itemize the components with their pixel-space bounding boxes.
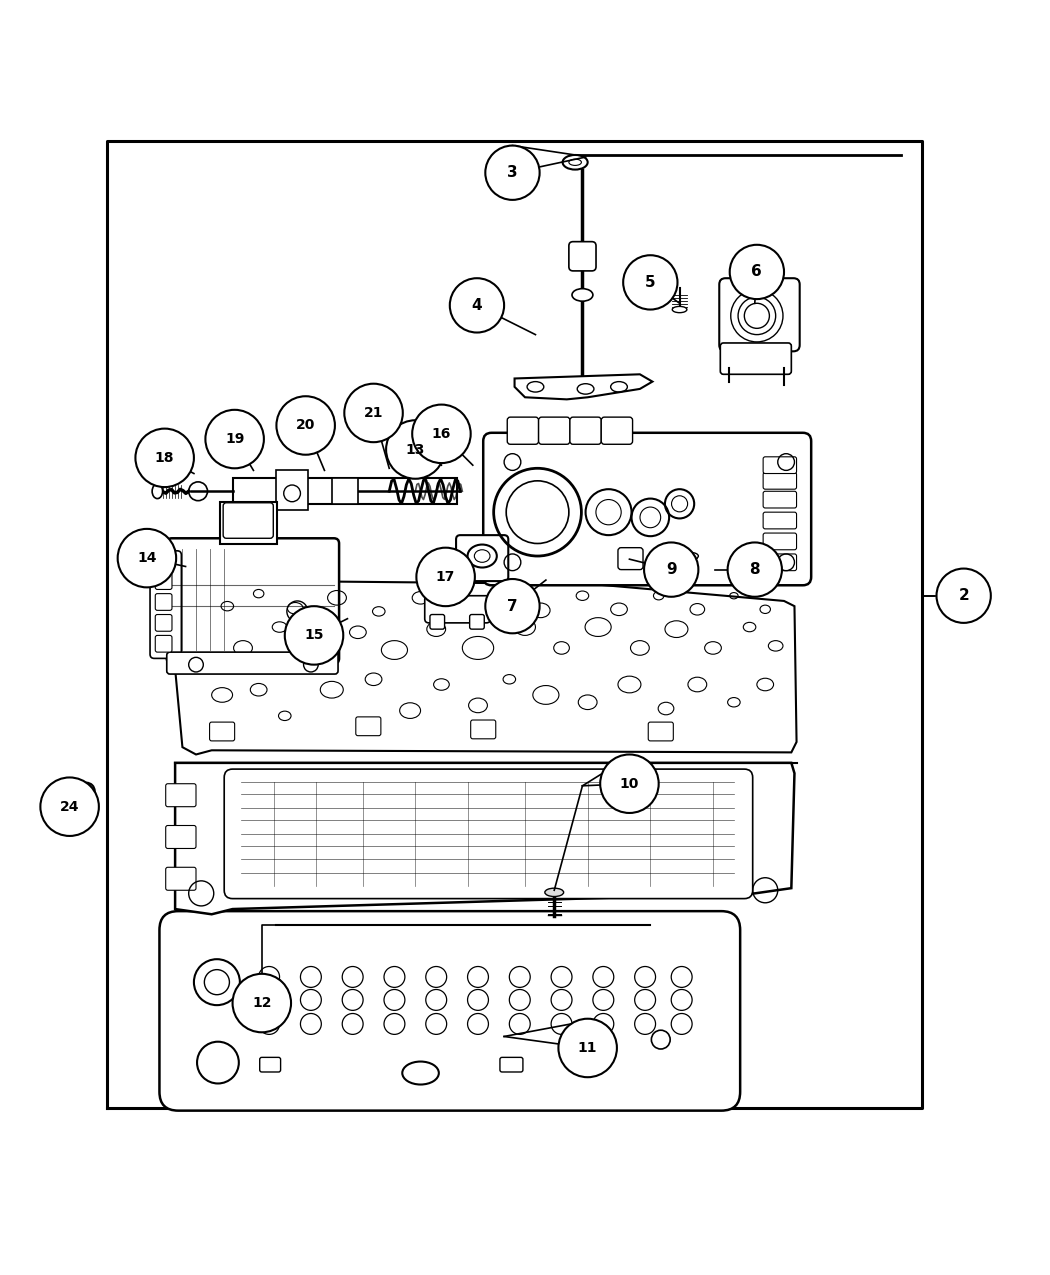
FancyBboxPatch shape: [166, 867, 196, 890]
Circle shape: [285, 606, 343, 664]
FancyBboxPatch shape: [155, 572, 172, 589]
Circle shape: [206, 409, 264, 468]
Text: 14: 14: [138, 551, 156, 565]
Circle shape: [417, 548, 475, 606]
Text: 7: 7: [507, 599, 518, 613]
FancyBboxPatch shape: [483, 432, 812, 585]
Circle shape: [413, 404, 470, 463]
Ellipse shape: [681, 552, 698, 560]
FancyBboxPatch shape: [618, 548, 643, 570]
Text: 10: 10: [620, 776, 639, 790]
Circle shape: [624, 255, 677, 310]
Text: 21: 21: [363, 405, 383, 419]
Text: 18: 18: [155, 451, 174, 465]
FancyBboxPatch shape: [167, 652, 338, 674]
Text: 6: 6: [752, 264, 762, 279]
Text: 15: 15: [304, 629, 323, 643]
FancyBboxPatch shape: [356, 717, 381, 736]
Circle shape: [276, 397, 335, 455]
FancyBboxPatch shape: [425, 595, 490, 623]
Text: 12: 12: [252, 996, 272, 1010]
FancyBboxPatch shape: [469, 615, 484, 629]
Text: 5: 5: [645, 275, 655, 289]
FancyBboxPatch shape: [155, 615, 172, 631]
Text: 17: 17: [436, 570, 456, 584]
Circle shape: [344, 384, 403, 442]
FancyBboxPatch shape: [470, 720, 496, 738]
Ellipse shape: [449, 578, 464, 584]
Circle shape: [937, 569, 991, 623]
Circle shape: [386, 421, 444, 478]
Circle shape: [730, 245, 784, 300]
FancyBboxPatch shape: [763, 456, 797, 473]
FancyBboxPatch shape: [602, 417, 632, 444]
FancyBboxPatch shape: [155, 635, 172, 652]
Text: 4: 4: [471, 298, 482, 312]
Text: 2: 2: [959, 588, 969, 603]
Circle shape: [644, 542, 698, 597]
Ellipse shape: [152, 484, 163, 499]
Ellipse shape: [545, 889, 564, 896]
FancyBboxPatch shape: [259, 1057, 280, 1072]
Circle shape: [449, 278, 504, 333]
FancyBboxPatch shape: [720, 343, 792, 375]
FancyBboxPatch shape: [166, 825, 196, 848]
FancyBboxPatch shape: [210, 722, 234, 741]
Circle shape: [78, 783, 94, 799]
FancyBboxPatch shape: [539, 417, 570, 444]
Circle shape: [559, 1019, 617, 1077]
FancyBboxPatch shape: [224, 502, 273, 538]
Text: 20: 20: [296, 418, 315, 432]
FancyBboxPatch shape: [719, 278, 800, 352]
FancyBboxPatch shape: [570, 417, 602, 444]
Ellipse shape: [572, 288, 593, 301]
FancyBboxPatch shape: [220, 502, 277, 543]
FancyBboxPatch shape: [456, 536, 508, 581]
Circle shape: [118, 529, 176, 588]
Ellipse shape: [563, 156, 588, 170]
Circle shape: [485, 579, 540, 634]
Ellipse shape: [672, 306, 687, 312]
FancyBboxPatch shape: [429, 615, 444, 629]
FancyBboxPatch shape: [763, 553, 797, 571]
FancyBboxPatch shape: [225, 769, 753, 899]
FancyBboxPatch shape: [648, 722, 673, 741]
FancyBboxPatch shape: [332, 478, 358, 504]
Text: 9: 9: [666, 562, 676, 578]
Circle shape: [728, 542, 782, 597]
Text: 11: 11: [578, 1040, 597, 1054]
FancyBboxPatch shape: [763, 491, 797, 507]
Circle shape: [232, 974, 291, 1033]
Polygon shape: [514, 375, 652, 399]
FancyBboxPatch shape: [500, 1057, 523, 1072]
Circle shape: [135, 428, 194, 487]
FancyBboxPatch shape: [167, 538, 339, 663]
FancyBboxPatch shape: [507, 417, 539, 444]
Text: 13: 13: [405, 442, 425, 456]
FancyBboxPatch shape: [569, 242, 596, 270]
Circle shape: [601, 755, 658, 813]
Text: 8: 8: [750, 562, 760, 578]
Text: 19: 19: [225, 432, 245, 446]
Text: 16: 16: [432, 427, 452, 441]
Circle shape: [40, 778, 99, 836]
FancyBboxPatch shape: [166, 784, 196, 807]
FancyBboxPatch shape: [763, 473, 797, 490]
FancyBboxPatch shape: [160, 912, 740, 1111]
Text: 24: 24: [60, 799, 80, 813]
Circle shape: [485, 145, 540, 200]
Text: 3: 3: [507, 166, 518, 180]
FancyBboxPatch shape: [232, 478, 457, 504]
Polygon shape: [175, 762, 795, 914]
FancyBboxPatch shape: [276, 470, 308, 510]
FancyBboxPatch shape: [763, 533, 797, 550]
Polygon shape: [168, 580, 797, 755]
FancyBboxPatch shape: [155, 594, 172, 611]
FancyBboxPatch shape: [150, 551, 182, 658]
FancyBboxPatch shape: [763, 513, 797, 529]
